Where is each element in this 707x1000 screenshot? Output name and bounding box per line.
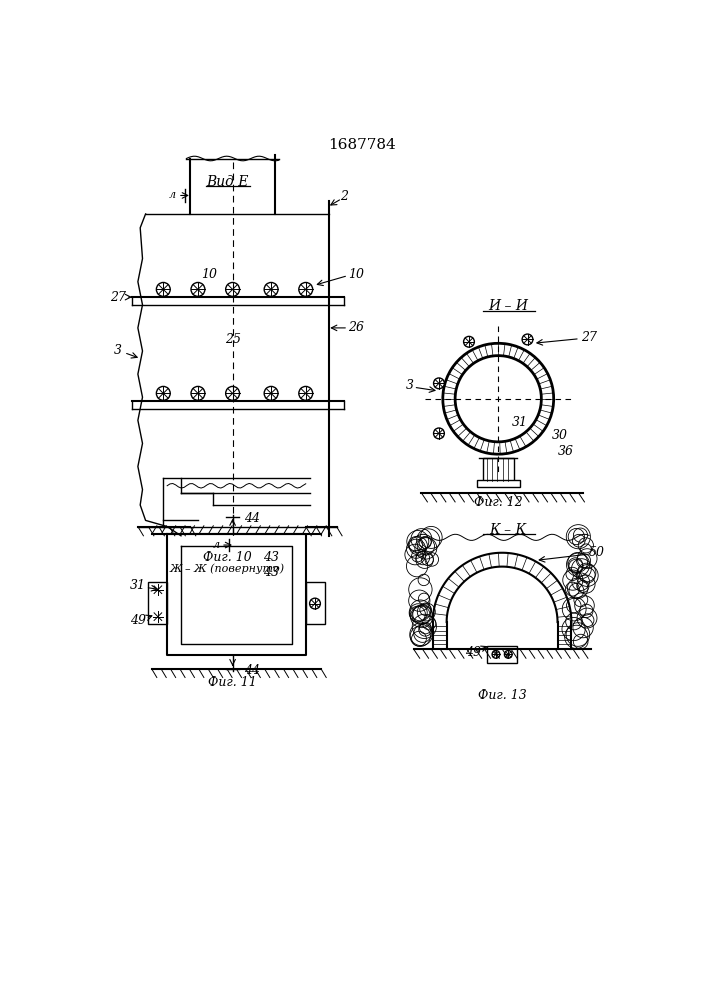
Circle shape	[191, 386, 205, 400]
Text: 44: 44	[244, 512, 260, 525]
Circle shape	[153, 584, 163, 595]
Text: 44: 44	[244, 664, 260, 677]
Text: К – К: К – К	[490, 523, 527, 537]
Bar	[483, 458, 514, 481]
Circle shape	[191, 282, 205, 296]
Bar	[477, 480, 520, 487]
Circle shape	[264, 386, 278, 400]
Circle shape	[226, 386, 240, 400]
Circle shape	[464, 336, 474, 347]
Bar	[486, 646, 518, 663]
Text: 2: 2	[340, 190, 349, 204]
Text: л: л	[169, 190, 176, 200]
Circle shape	[522, 334, 533, 345]
Circle shape	[433, 378, 444, 389]
Text: 3: 3	[406, 379, 414, 392]
Text: 43: 43	[263, 566, 279, 579]
Text: 27: 27	[581, 331, 597, 344]
Bar	[305, 582, 325, 624]
Text: Вид Е: Вид Е	[206, 175, 248, 189]
Circle shape	[156, 282, 170, 296]
Text: Ж – Ж (повернуто): Ж – Ж (повернуто)	[170, 564, 285, 574]
Text: 26: 26	[348, 321, 364, 334]
Text: л: л	[212, 540, 219, 550]
Text: 3: 3	[114, 344, 122, 358]
Text: 49: 49	[464, 646, 481, 659]
Text: Фиг. 11: Фиг. 11	[209, 676, 257, 689]
Text: 50: 50	[589, 546, 605, 559]
Circle shape	[226, 282, 240, 296]
Circle shape	[504, 651, 512, 658]
Text: 30: 30	[552, 429, 568, 442]
Text: 31: 31	[512, 416, 528, 429]
Text: 36: 36	[559, 445, 574, 458]
Text: 27: 27	[110, 291, 126, 304]
Circle shape	[153, 611, 163, 622]
Text: 49: 49	[130, 614, 146, 627]
Text: 10: 10	[348, 267, 364, 280]
Circle shape	[264, 282, 278, 296]
Circle shape	[492, 651, 500, 658]
Text: 1687784: 1687784	[328, 138, 396, 152]
Circle shape	[310, 598, 320, 609]
Text: 10: 10	[201, 267, 218, 280]
Text: И – И: И – И	[489, 299, 528, 313]
Circle shape	[433, 428, 444, 439]
Text: 31: 31	[130, 579, 146, 592]
Text: Фиг. 10: Фиг. 10	[203, 551, 252, 564]
Text: 43: 43	[263, 551, 279, 564]
Text: Фиг. 12: Фиг. 12	[474, 496, 522, 509]
Circle shape	[299, 282, 312, 296]
Circle shape	[156, 386, 170, 400]
Text: 25: 25	[225, 333, 240, 346]
Bar	[148, 582, 167, 624]
Circle shape	[299, 386, 312, 400]
Text: Фиг. 13: Фиг. 13	[478, 689, 527, 702]
